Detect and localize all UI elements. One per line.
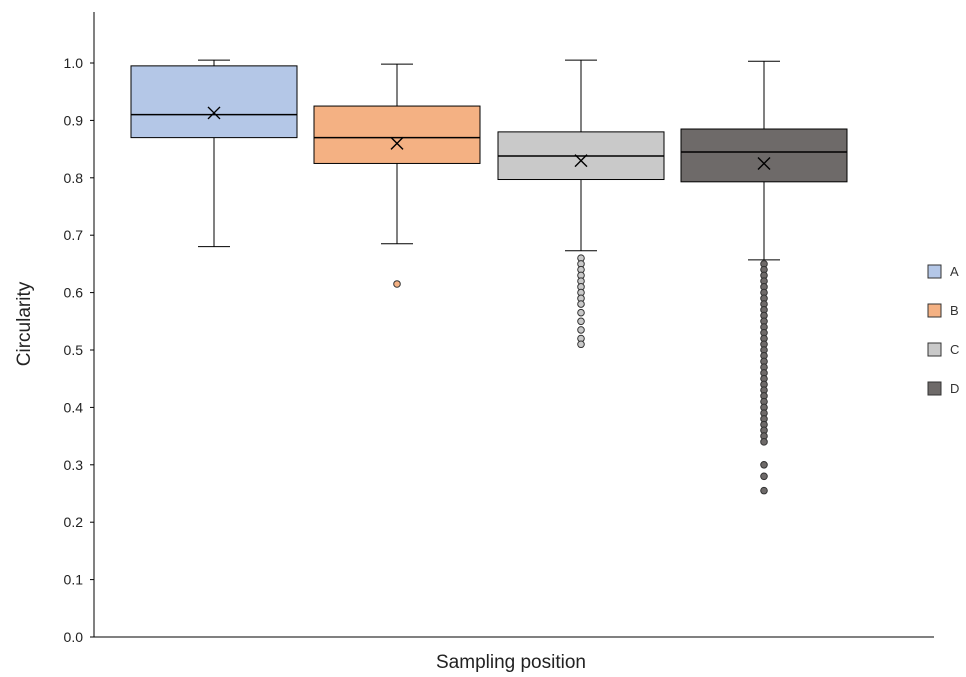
mean-marker — [574, 154, 588, 168]
legend-swatch — [927, 303, 942, 318]
outlier-point — [760, 472, 768, 481]
legend-swatch — [927, 381, 942, 396]
legend-swatch — [927, 342, 942, 357]
y-tick-label: 0.0 — [64, 629, 84, 645]
y-tick-label: 1.0 — [64, 55, 84, 71]
y-tick-label: 0.6 — [64, 285, 84, 301]
outlier-point — [393, 280, 401, 288]
outlier-point — [760, 438, 768, 446]
y-tick-label: 0.4 — [64, 399, 84, 415]
mean-marker — [207, 106, 221, 120]
x-axis-title: Sampling position — [436, 652, 586, 673]
legend-label: C — [950, 342, 959, 357]
y-tick-label: 0.5 — [64, 342, 84, 358]
box-group-c — [497, 59, 665, 349]
outlier-point — [577, 300, 585, 308]
legend-label: B — [950, 303, 959, 318]
box-group-b — [313, 63, 481, 288]
legend-item-c: C — [927, 342, 959, 357]
outlier-point — [577, 308, 585, 317]
outlier-point — [760, 486, 768, 495]
legend-swatch — [927, 264, 942, 279]
box-group-a — [130, 59, 298, 248]
legend-label: A — [950, 264, 959, 279]
box-iqr — [313, 105, 481, 164]
box-iqr — [680, 128, 848, 183]
box-iqr — [130, 65, 298, 139]
y-tick-label: 0.3 — [64, 457, 84, 473]
axes — [93, 12, 934, 638]
mean-marker — [390, 136, 404, 150]
y-tick-label: 0.2 — [64, 514, 84, 530]
y-tick-label: 0.1 — [64, 572, 84, 588]
legend-label: D — [950, 381, 959, 396]
y-tick-label: 0.9 — [64, 112, 84, 128]
legend-item-a: A — [927, 264, 959, 279]
outlier-point — [577, 340, 585, 349]
outlier-point — [760, 461, 768, 469]
legend-item-b: B — [927, 303, 959, 318]
outlier-point — [577, 326, 585, 334]
boxes — [130, 59, 848, 495]
y-axis-title: Circularity — [14, 281, 35, 366]
y-tick-label: 0.7 — [64, 227, 84, 243]
y-tick-label: 0.8 — [64, 170, 84, 186]
y-ticks: 0.0 0.1 0.2 0.3 0.4 0.5 0.6 0.7 0.8 0.9 1.0 — [64, 55, 94, 645]
mean-marker — [757, 156, 771, 170]
outlier-point — [577, 317, 585, 326]
box-group-d — [680, 60, 848, 495]
legend: A B C D — [927, 264, 959, 396]
legend-item-d: D — [927, 381, 959, 396]
